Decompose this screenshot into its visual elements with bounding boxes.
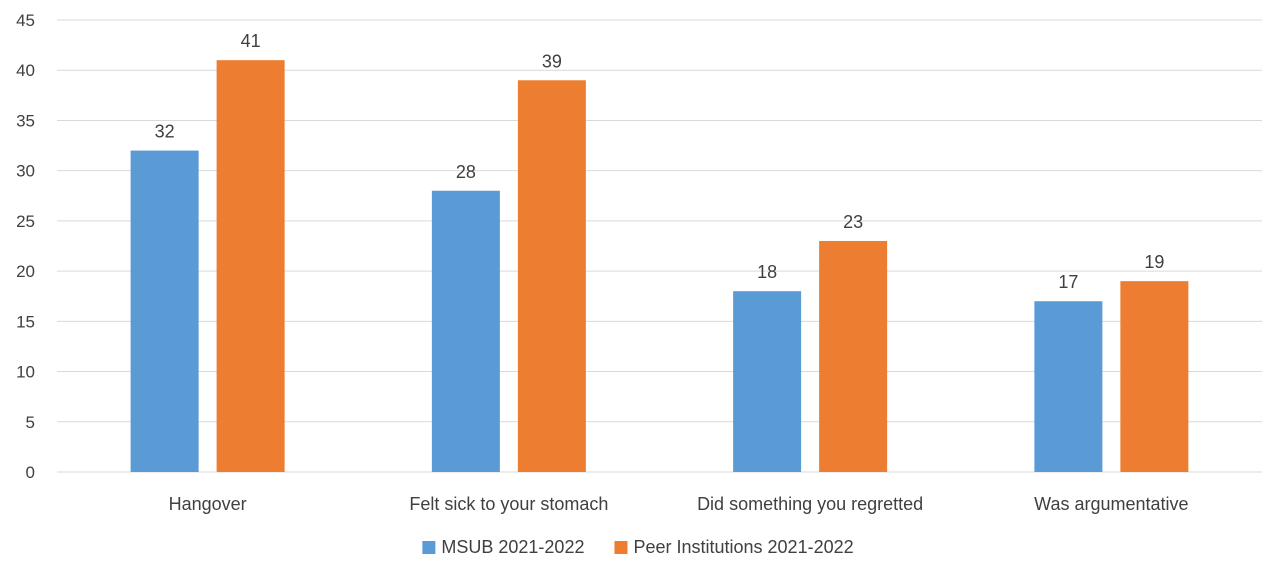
x-axis-categories: Hangover Felt sick to your stomach Did som… <box>169 494 1189 514</box>
y-tick-label: 15 <box>16 312 35 331</box>
y-tick-label: 35 <box>16 111 35 130</box>
y-tick-label: 10 <box>16 363 35 382</box>
y-tick-label: 20 <box>16 262 35 281</box>
data-label: 32 <box>155 122 175 142</box>
data-label: 17 <box>1058 272 1078 292</box>
legend-swatch-msub <box>422 541 436 554</box>
y-tick-label: 5 <box>26 413 35 432</box>
bar-peer-2 <box>819 240 888 472</box>
legend-swatch-peer <box>614 541 628 554</box>
category-label: Did something you regretted <box>697 494 923 514</box>
data-labels: 32 41 28 39 18 23 17 19 <box>155 31 1165 292</box>
bar-peer-3 <box>1120 281 1189 472</box>
y-tick-label: 45 <box>16 11 35 30</box>
y-tick-label: 25 <box>16 212 35 231</box>
bar-peer-0 <box>216 60 285 473</box>
data-label: 41 <box>241 31 261 51</box>
category-label: Hangover <box>169 494 247 514</box>
data-label: 28 <box>456 162 476 182</box>
y-tick-label: 30 <box>16 162 35 181</box>
legend: MSUB 2021-2022 Peer Institutions 2021-202… <box>422 537 854 557</box>
y-tick-label: 0 <box>26 463 35 482</box>
category-label: Felt sick to your stomach <box>409 494 608 514</box>
bar-msub-1 <box>431 190 500 472</box>
legend-label: MSUB 2021-2022 <box>441 537 584 557</box>
data-label: 39 <box>542 51 562 71</box>
category-label: Was argumentative <box>1034 494 1188 514</box>
y-tick-label: 40 <box>16 61 35 80</box>
data-label: 23 <box>843 212 863 232</box>
data-label: 18 <box>757 262 777 282</box>
bar-peer-1 <box>517 80 586 473</box>
bar-msub-3 <box>1034 301 1103 472</box>
data-label: 19 <box>1144 252 1164 272</box>
y-axis-ticks: 0 5 10 15 20 25 30 35 40 45 <box>16 11 35 482</box>
bar-msub-0 <box>130 150 199 473</box>
bars <box>130 60 1189 473</box>
legend-label: Peer Institutions 2021-2022 <box>633 537 853 557</box>
bar-msub-2 <box>733 291 802 472</box>
